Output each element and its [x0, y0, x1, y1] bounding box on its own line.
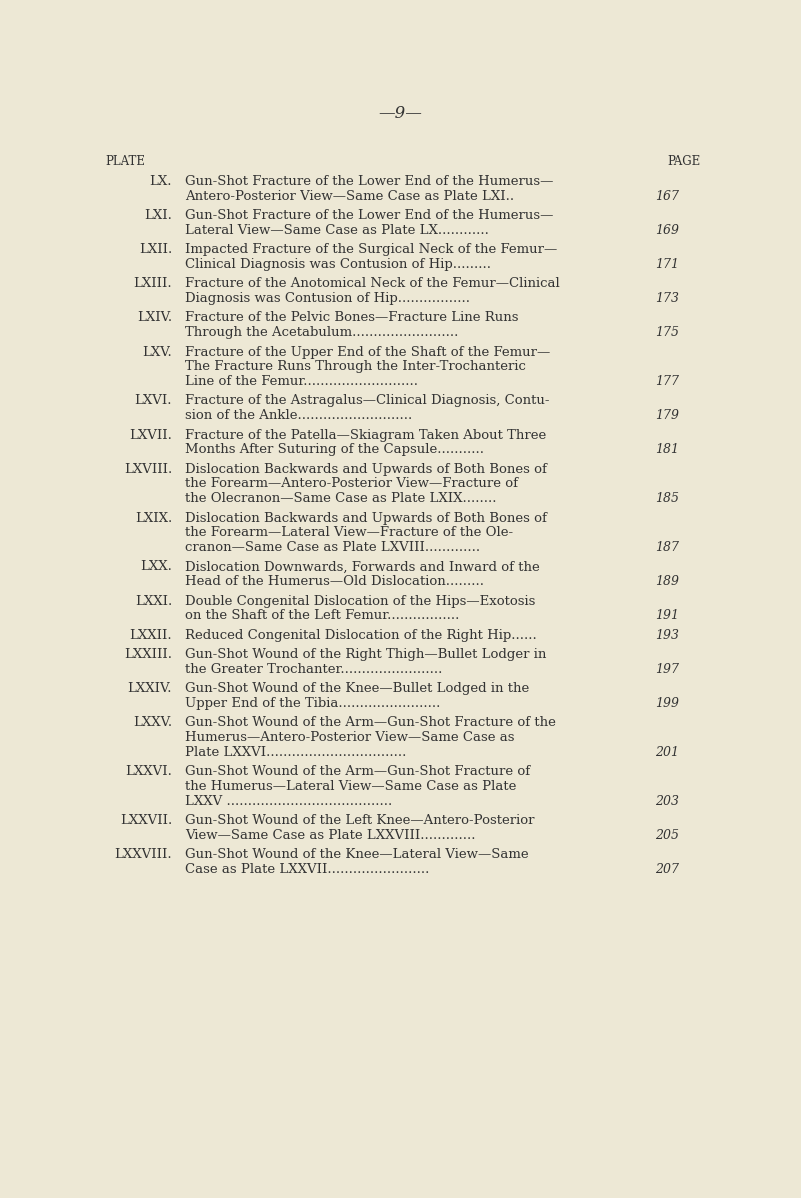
Text: Dislocation Backwards and Upwards of Both Bones of: Dislocation Backwards and Upwards of Bot…: [185, 462, 547, 476]
Text: 181: 181: [655, 443, 679, 456]
Text: View—Same Case as Plate LXXVIII.............: View—Same Case as Plate LXXVIII.........…: [185, 829, 476, 842]
Text: Reduced Congenital Dislocation of the Right Hip......: Reduced Congenital Dislocation of the Ri…: [185, 629, 537, 642]
Text: LXXVI.: LXXVI.: [125, 766, 172, 778]
Text: Humerus—Antero-Posterior View—Same Case as: Humerus—Antero-Posterior View—Same Case …: [185, 731, 514, 744]
Text: LXV.: LXV.: [143, 345, 172, 358]
Text: 207: 207: [655, 863, 679, 876]
Text: 169: 169: [655, 224, 679, 237]
Text: Plate LXXVI.................................: Plate LXXVI.............................…: [185, 745, 406, 758]
Text: Dislocation Downwards, Forwards and Inward of the: Dislocation Downwards, Forwards and Inwa…: [185, 561, 540, 574]
Text: Dislocation Backwards and Upwards of Both Bones of: Dislocation Backwards and Upwards of Bot…: [185, 512, 547, 525]
Text: 193: 193: [655, 629, 679, 642]
Text: Gun-Shot Wound of the Arm—Gun-Shot Fracture of: Gun-Shot Wound of the Arm—Gun-Shot Fract…: [185, 766, 530, 778]
Text: Through the Acetabulum.........................: Through the Acetabulum..................…: [185, 326, 458, 339]
Text: 203: 203: [655, 794, 679, 807]
Text: 167: 167: [655, 189, 679, 202]
Text: Gun-Shot Wound of the Knee—Bullet Lodged in the: Gun-Shot Wound of the Knee—Bullet Lodged…: [185, 682, 529, 695]
Text: LXVI.: LXVI.: [135, 394, 172, 407]
Text: The Fracture Runs Through the Inter-Trochanteric: The Fracture Runs Through the Inter-Troc…: [185, 361, 526, 374]
Text: 205: 205: [655, 829, 679, 842]
Text: 185: 185: [655, 492, 679, 506]
Text: Gun-Shot Wound of the Left Knee—Antero-Posterior: Gun-Shot Wound of the Left Knee—Antero-P…: [185, 813, 534, 827]
Text: the Humerus—Lateral View—Same Case as Plate: the Humerus—Lateral View—Same Case as Pl…: [185, 780, 517, 793]
Text: —9—: —9—: [379, 105, 422, 122]
Text: LXXII.: LXXII.: [130, 629, 172, 642]
Text: PAGE: PAGE: [667, 155, 700, 168]
Text: LXXVII.: LXXVII.: [120, 813, 172, 827]
Text: LXVII.: LXVII.: [129, 429, 172, 442]
Text: 189: 189: [655, 575, 679, 588]
Text: LXIX.: LXIX.: [135, 512, 172, 525]
Text: Fracture of the Upper End of the Shaft of the Femur—: Fracture of the Upper End of the Shaft o…: [185, 345, 550, 358]
Text: Fracture of the Pelvic Bones—Fracture Line Runs: Fracture of the Pelvic Bones—Fracture Li…: [185, 311, 518, 325]
Text: LXX.: LXX.: [140, 561, 172, 574]
Text: LXIII.: LXIII.: [134, 277, 172, 290]
Text: the Greater Trochanter........................: the Greater Trochanter..................…: [185, 662, 442, 676]
Text: 179: 179: [655, 410, 679, 422]
Text: LXII.: LXII.: [139, 243, 172, 256]
Text: Antero-Posterior View—Same Case as Plate LXI..: Antero-Posterior View—Same Case as Plate…: [185, 189, 514, 202]
Text: LXXV .......................................: LXXV ...................................…: [185, 794, 392, 807]
Text: LXXVIII.: LXXVIII.: [115, 848, 172, 861]
Text: Gun-Shot Wound of the Knee—Lateral View—Same: Gun-Shot Wound of the Knee—Lateral View—…: [185, 848, 529, 861]
Text: the Olecranon—Same Case as Plate LXIX........: the Olecranon—Same Case as Plate LXIX...…: [185, 492, 497, 506]
Text: Lateral View—Same Case as Plate LX............: Lateral View—Same Case as Plate LX......…: [185, 224, 489, 237]
Text: Upper End of the Tibia........................: Upper End of the Tibia..................…: [185, 697, 441, 709]
Text: LXIV.: LXIV.: [137, 311, 172, 325]
Text: 171: 171: [655, 258, 679, 271]
Text: Fracture of the Anotomical Neck of the Femur—Clinical: Fracture of the Anotomical Neck of the F…: [185, 277, 560, 290]
Text: Impacted Fracture of the Surgical Neck of the Femur—: Impacted Fracture of the Surgical Neck o…: [185, 243, 557, 256]
Text: sion of the Ankle...........................: sion of the Ankle.......................…: [185, 410, 413, 422]
Text: Double Congenital Dislocation of the Hips—Exotosis: Double Congenital Dislocation of the Hip…: [185, 594, 535, 607]
Text: the Forearm—Antero-Posterior View—Fracture of: the Forearm—Antero-Posterior View—Fractu…: [185, 477, 518, 490]
Text: 199: 199: [655, 697, 679, 709]
Text: 175: 175: [655, 326, 679, 339]
Text: Diagnosis was Contusion of Hip.................: Diagnosis was Contusion of Hip..........…: [185, 292, 470, 305]
Text: Clinical Diagnosis was Contusion of Hip.........: Clinical Diagnosis was Contusion of Hip.…: [185, 258, 491, 271]
Text: 197: 197: [655, 662, 679, 676]
Text: LXXIV.: LXXIV.: [127, 682, 172, 695]
Text: LXVIII.: LXVIII.: [123, 462, 172, 476]
Text: Fracture of the Patella—Skiagram Taken About Three: Fracture of the Patella—Skiagram Taken A…: [185, 429, 546, 442]
Text: PLATE: PLATE: [105, 155, 145, 168]
Text: 177: 177: [655, 375, 679, 388]
Text: 201: 201: [655, 745, 679, 758]
Text: Head of the Humerus—Old Dislocation.........: Head of the Humerus—Old Dislocation.....…: [185, 575, 484, 588]
Text: 187: 187: [655, 541, 679, 555]
Text: LXI.: LXI.: [144, 210, 172, 222]
Text: 173: 173: [655, 292, 679, 305]
Text: 191: 191: [655, 610, 679, 622]
Text: LXXIII.: LXXIII.: [124, 648, 172, 661]
Text: the Forearm—Lateral View—Fracture of the Ole-: the Forearm—Lateral View—Fracture of the…: [185, 526, 513, 539]
Text: Gun-Shot Fracture of the Lower End of the Humerus—: Gun-Shot Fracture of the Lower End of th…: [185, 175, 553, 188]
Text: Case as Plate LXXVII........................: Case as Plate LXXVII....................…: [185, 863, 429, 876]
Text: on the Shaft of the Left Femur.................: on the Shaft of the Left Femur..........…: [185, 610, 460, 622]
Text: Line of the Femur...........................: Line of the Femur.......................…: [185, 375, 418, 388]
Text: cranon—Same Case as Plate LXVIII.............: cranon—Same Case as Plate LXVIII........…: [185, 541, 480, 555]
Text: Gun-Shot Fracture of the Lower End of the Humerus—: Gun-Shot Fracture of the Lower End of th…: [185, 210, 553, 222]
Text: Fracture of the Astragalus—Clinical Diagnosis, Contu-: Fracture of the Astragalus—Clinical Diag…: [185, 394, 549, 407]
Text: Gun-Shot Wound of the Arm—Gun-Shot Fracture of the: Gun-Shot Wound of the Arm—Gun-Shot Fract…: [185, 716, 556, 730]
Text: LX.: LX.: [150, 175, 172, 188]
Text: Months After Suturing of the Capsule...........: Months After Suturing of the Capsule....…: [185, 443, 484, 456]
Text: Gun-Shot Wound of the Right Thigh—Bullet Lodger in: Gun-Shot Wound of the Right Thigh—Bullet…: [185, 648, 546, 661]
Text: LXXI.: LXXI.: [135, 594, 172, 607]
Text: LXXV.: LXXV.: [133, 716, 172, 730]
